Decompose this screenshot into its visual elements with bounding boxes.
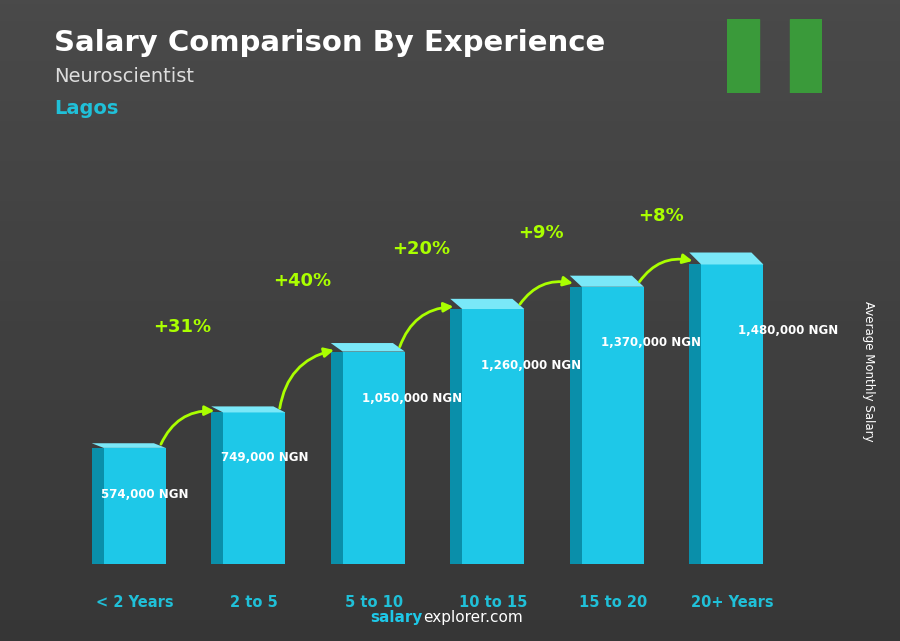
Text: explorer.com: explorer.com [423, 610, 523, 625]
Bar [701, 265, 763, 564]
Text: 5 to 10: 5 to 10 [345, 595, 403, 610]
Text: 10 to 15: 10 to 15 [459, 595, 527, 610]
Text: < 2 Years: < 2 Years [96, 595, 174, 610]
Polygon shape [689, 265, 701, 564]
Polygon shape [212, 406, 285, 412]
Bar [104, 448, 166, 564]
Bar [727, 19, 759, 93]
Text: 1,050,000 NGN: 1,050,000 NGN [362, 392, 462, 405]
Text: 749,000 NGN: 749,000 NGN [220, 451, 309, 465]
Polygon shape [212, 412, 223, 564]
Text: Neuroscientist: Neuroscientist [54, 67, 194, 87]
Text: +9%: +9% [518, 224, 564, 242]
Text: +40%: +40% [273, 272, 331, 290]
Polygon shape [570, 287, 581, 564]
Text: Lagos: Lagos [54, 99, 119, 119]
Text: 15 to 20: 15 to 20 [579, 595, 647, 610]
Text: +8%: +8% [638, 207, 683, 225]
Polygon shape [92, 448, 104, 564]
Text: +31%: +31% [154, 318, 211, 336]
Bar [790, 19, 822, 93]
Text: 2 to 5: 2 to 5 [230, 595, 278, 610]
Polygon shape [450, 309, 463, 564]
Text: Salary Comparison By Experience: Salary Comparison By Experience [54, 29, 605, 57]
Text: 574,000 NGN: 574,000 NGN [101, 488, 189, 501]
Polygon shape [570, 276, 644, 287]
Bar [223, 412, 285, 564]
Text: salary: salary [371, 610, 423, 625]
Bar [581, 287, 643, 564]
Polygon shape [330, 351, 343, 564]
Text: 1,370,000 NGN: 1,370,000 NGN [601, 336, 701, 349]
Text: 20+ Years: 20+ Years [691, 595, 774, 610]
Polygon shape [689, 253, 763, 265]
Polygon shape [92, 443, 166, 448]
Text: 1,260,000 NGN: 1,260,000 NGN [482, 359, 581, 372]
Text: 1,480,000 NGN: 1,480,000 NGN [738, 324, 839, 337]
Text: +20%: +20% [392, 240, 451, 258]
Text: Average Monthly Salary: Average Monthly Salary [862, 301, 875, 442]
Bar [343, 351, 405, 564]
Bar [463, 309, 525, 564]
Polygon shape [450, 299, 525, 309]
Polygon shape [330, 343, 405, 351]
